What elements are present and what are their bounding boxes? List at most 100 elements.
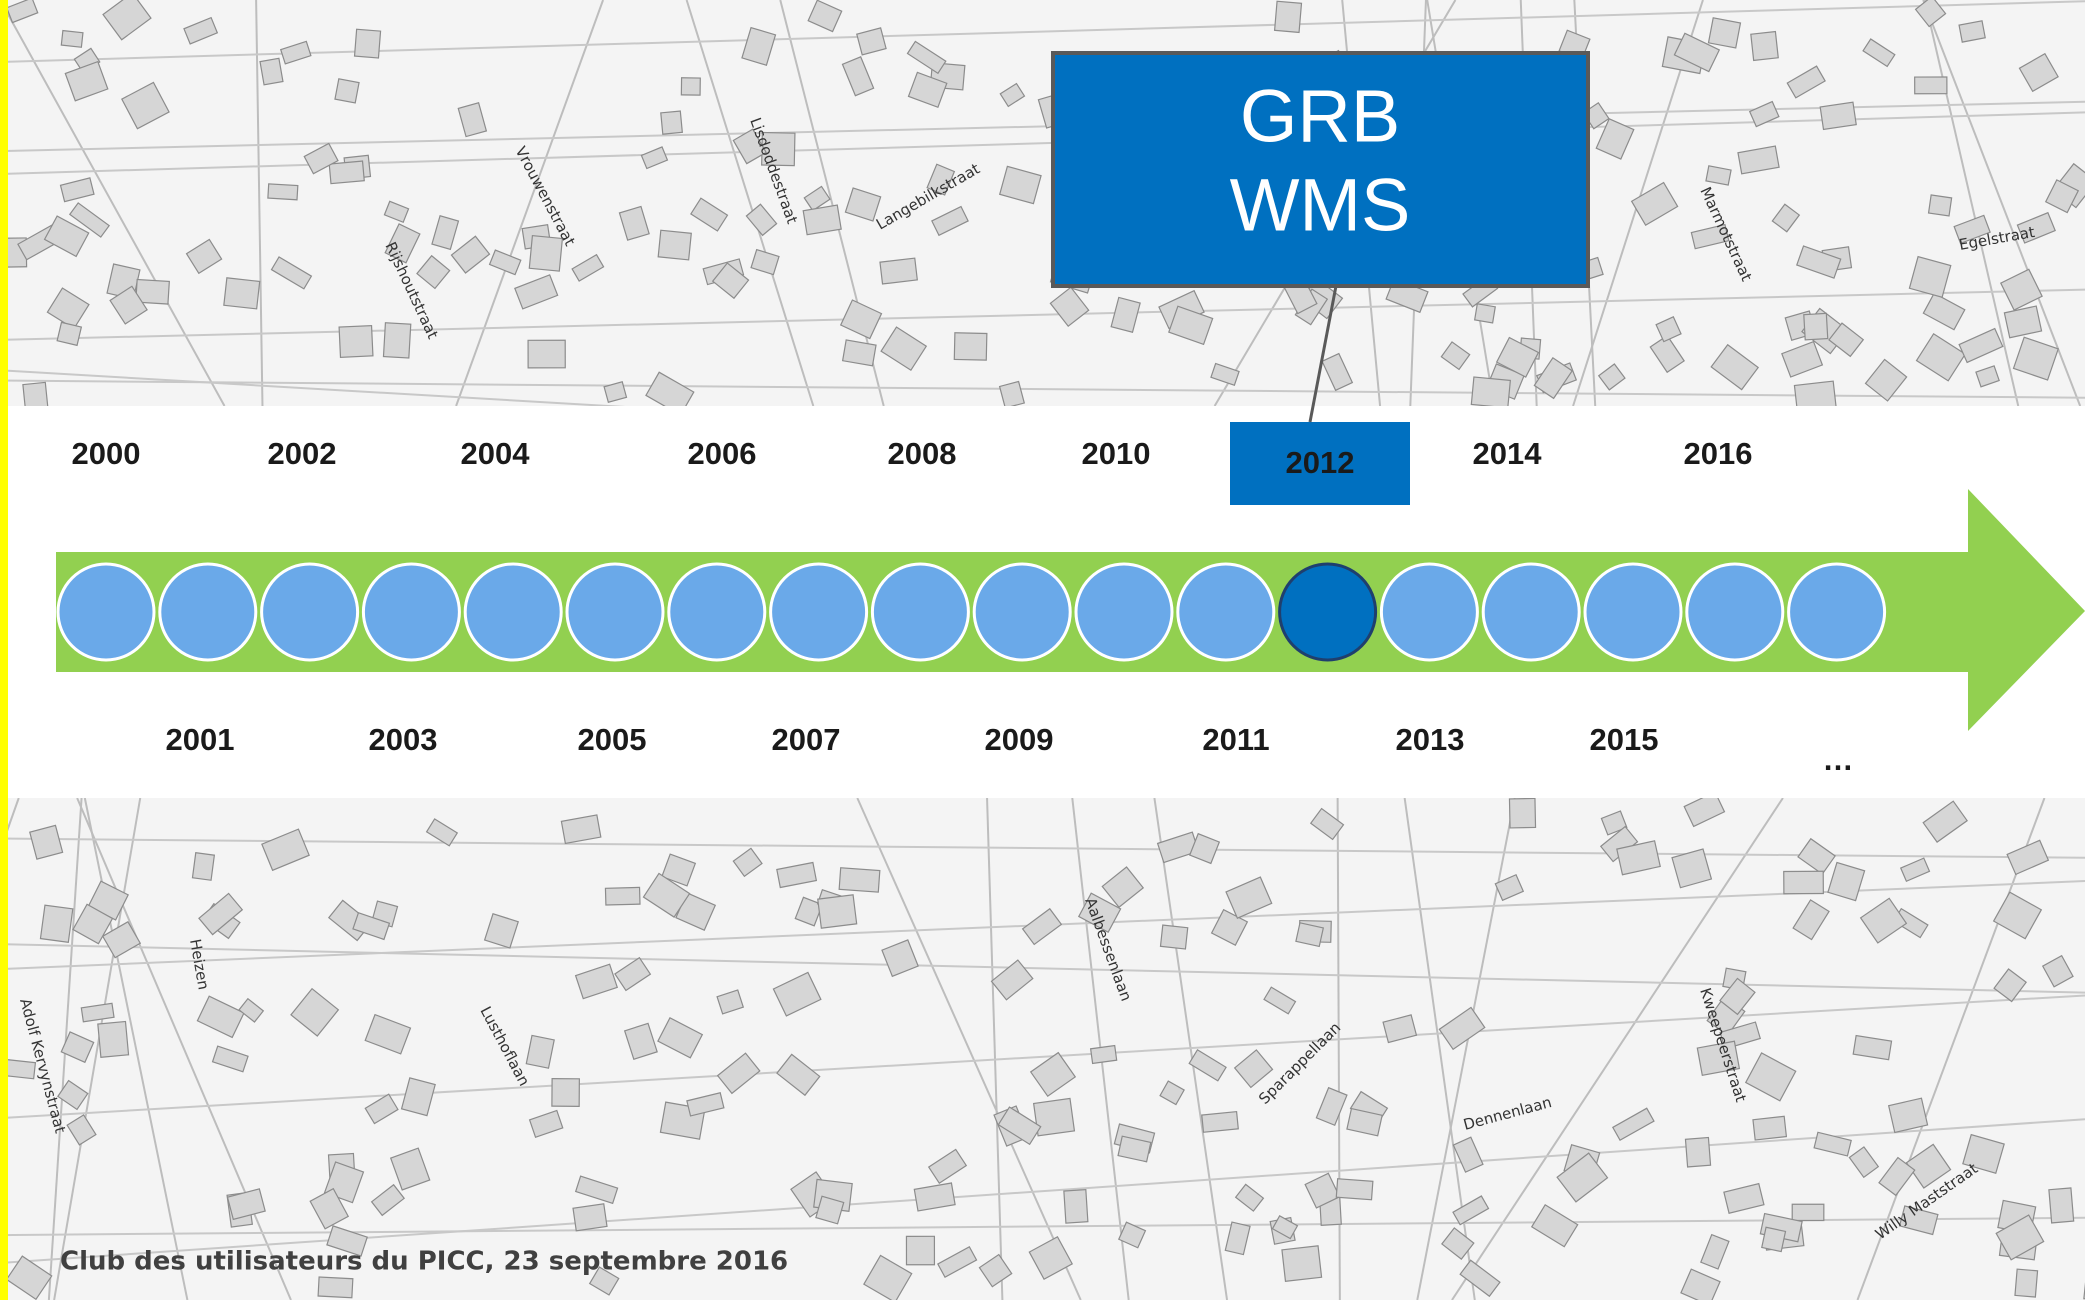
map-building bbox=[60, 29, 84, 48]
callout-box bbox=[1051, 51, 1590, 288]
map-building bbox=[400, 1077, 436, 1117]
map-building bbox=[839, 299, 883, 340]
map-building bbox=[978, 1253, 1013, 1288]
map-building bbox=[1188, 832, 1221, 865]
map-building bbox=[261, 828, 310, 872]
year-label: 2015 bbox=[1590, 722, 1659, 757]
map-building bbox=[383, 200, 410, 224]
map-building bbox=[1927, 194, 1953, 217]
year-label: 2014 bbox=[1473, 436, 1543, 471]
year-label: 2009 bbox=[985, 722, 1054, 757]
map-building bbox=[1649, 334, 1685, 374]
map-building bbox=[364, 1013, 412, 1055]
map-building bbox=[841, 56, 875, 97]
map-building bbox=[1953, 214, 1991, 245]
map-building bbox=[488, 249, 522, 276]
map-building bbox=[1899, 857, 1931, 883]
map-building bbox=[259, 57, 284, 86]
map-building bbox=[1600, 810, 1628, 836]
map-road bbox=[0, 0, 2085, 63]
map-building bbox=[1508, 797, 1537, 829]
map-building bbox=[270, 256, 313, 290]
map-building bbox=[574, 1175, 619, 1205]
timeline-circle bbox=[158, 562, 258, 662]
map-building bbox=[1494, 873, 1525, 902]
map-building bbox=[211, 1045, 249, 1073]
map-building bbox=[1827, 861, 1866, 902]
map-building bbox=[223, 277, 261, 310]
map-building bbox=[1671, 848, 1713, 889]
map-building bbox=[645, 371, 695, 417]
map-building bbox=[1597, 363, 1626, 391]
timeline-circle bbox=[1176, 562, 1276, 662]
map-road bbox=[1922, 0, 2082, 407]
map-building bbox=[290, 987, 340, 1037]
map-building bbox=[571, 253, 605, 282]
map-building bbox=[267, 183, 299, 201]
map-building bbox=[1848, 1146, 1880, 1179]
map-building bbox=[927, 1148, 968, 1185]
map-building bbox=[844, 187, 882, 222]
map-building bbox=[1655, 316, 1682, 343]
map-building bbox=[527, 339, 566, 369]
map-building bbox=[1159, 1080, 1185, 1106]
map-building bbox=[772, 971, 822, 1017]
map-road bbox=[1416, 797, 1516, 1300]
year-label: 2000 bbox=[72, 436, 141, 471]
timeline-circle bbox=[769, 562, 869, 662]
map-building bbox=[1440, 341, 1471, 371]
map-building bbox=[1263, 986, 1297, 1015]
timeline-circle bbox=[56, 562, 156, 662]
map-building bbox=[1750, 30, 1779, 62]
map-building bbox=[1168, 305, 1214, 346]
map-building bbox=[102, 0, 152, 41]
map-building bbox=[1781, 340, 1824, 378]
map-building bbox=[1719, 977, 1756, 1016]
map-building bbox=[802, 204, 842, 236]
map-building bbox=[1796, 245, 1842, 279]
map-building bbox=[657, 229, 692, 261]
map-building bbox=[2041, 954, 2074, 988]
map-building bbox=[1813, 1131, 1852, 1157]
timeline-circle bbox=[565, 562, 665, 662]
map-building bbox=[29, 824, 64, 860]
map-building bbox=[1995, 1214, 2045, 1261]
timeline-circle bbox=[1481, 562, 1581, 662]
map-road bbox=[76, 797, 292, 1300]
map-building bbox=[1914, 76, 1948, 95]
map-building bbox=[1063, 1188, 1089, 1224]
map-building bbox=[1346, 1107, 1383, 1137]
map-building bbox=[990, 959, 1034, 1001]
map-building bbox=[1611, 1107, 1655, 1142]
map-building bbox=[1752, 1115, 1788, 1141]
map-building bbox=[1595, 117, 1635, 160]
map-building bbox=[5, 0, 39, 24]
year-label: 2011 bbox=[1202, 722, 1269, 757]
map-building bbox=[1315, 1086, 1348, 1127]
map-building bbox=[1029, 1051, 1077, 1098]
map-building bbox=[618, 205, 650, 241]
year-label: 2004 bbox=[461, 436, 531, 471]
timeline-circle bbox=[1074, 562, 1174, 662]
map-building bbox=[997, 1106, 1042, 1146]
map-building bbox=[1321, 352, 1354, 392]
callout-connector bbox=[1308, 285, 1338, 423]
timeline-circle bbox=[1787, 562, 1887, 662]
map-building bbox=[196, 995, 245, 1039]
map-road bbox=[455, 0, 604, 407]
map-building bbox=[1117, 1135, 1152, 1163]
map-building bbox=[1210, 362, 1240, 387]
map-building bbox=[815, 1195, 845, 1225]
map-building bbox=[1159, 924, 1189, 950]
year-label: 2005 bbox=[578, 722, 647, 757]
map-building bbox=[2014, 1268, 2039, 1298]
map-building bbox=[1530, 1203, 1579, 1248]
map-building bbox=[879, 257, 918, 285]
timeline-circle bbox=[972, 562, 1072, 662]
map-building bbox=[905, 1235, 936, 1266]
map-building bbox=[528, 234, 564, 272]
map-building bbox=[1922, 292, 1966, 331]
year-label: … bbox=[1823, 742, 1854, 777]
map-building bbox=[603, 381, 628, 404]
map-building bbox=[1962, 1133, 2005, 1175]
